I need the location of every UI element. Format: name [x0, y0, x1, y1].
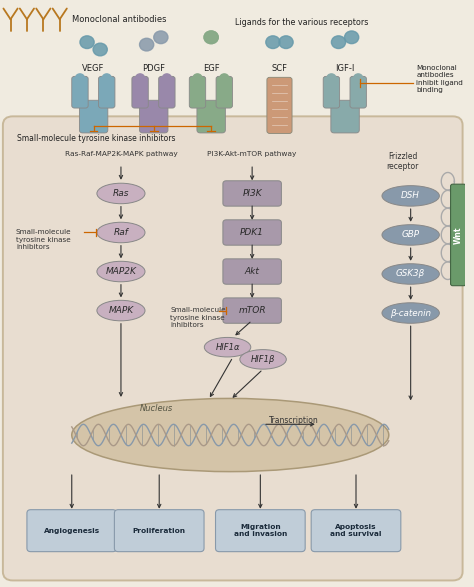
Text: HIF1α: HIF1α — [215, 343, 240, 352]
FancyBboxPatch shape — [99, 76, 115, 108]
FancyBboxPatch shape — [223, 298, 282, 323]
Text: HIF1β: HIF1β — [251, 355, 275, 364]
Ellipse shape — [240, 350, 286, 369]
Circle shape — [154, 31, 168, 43]
Ellipse shape — [382, 185, 439, 206]
Ellipse shape — [97, 301, 145, 321]
Ellipse shape — [382, 303, 439, 323]
Circle shape — [220, 74, 228, 82]
Circle shape — [136, 74, 145, 82]
Ellipse shape — [382, 225, 439, 245]
Circle shape — [93, 43, 107, 56]
Ellipse shape — [97, 261, 145, 282]
FancyBboxPatch shape — [114, 510, 204, 552]
Circle shape — [331, 36, 346, 49]
FancyBboxPatch shape — [311, 510, 401, 552]
Text: Transcription: Transcription — [269, 416, 319, 425]
Text: Migration
and invasion: Migration and invasion — [234, 524, 287, 537]
Text: MAP2K: MAP2K — [106, 267, 137, 276]
Circle shape — [75, 74, 84, 82]
Text: Ligands for the various receptors: Ligands for the various receptors — [235, 18, 368, 27]
Text: PI3K: PI3K — [242, 189, 262, 198]
FancyBboxPatch shape — [80, 100, 108, 133]
Text: GSK3β: GSK3β — [396, 269, 425, 278]
Text: Proliferation: Proliferation — [133, 528, 186, 534]
Text: VEGF: VEGF — [82, 63, 105, 73]
Text: Apoptosis
and survival: Apoptosis and survival — [330, 524, 382, 537]
Text: β-catenin: β-catenin — [390, 309, 431, 318]
FancyBboxPatch shape — [139, 100, 168, 133]
Circle shape — [266, 36, 280, 49]
FancyBboxPatch shape — [189, 76, 206, 108]
Text: Angiogenesis: Angiogenesis — [44, 528, 100, 534]
Circle shape — [327, 74, 336, 82]
Text: PDK1: PDK1 — [240, 228, 264, 237]
Circle shape — [193, 74, 202, 82]
FancyBboxPatch shape — [159, 76, 175, 108]
FancyBboxPatch shape — [3, 116, 463, 581]
Text: GBP: GBP — [401, 231, 419, 239]
Text: mTOR: mTOR — [238, 306, 266, 315]
FancyBboxPatch shape — [197, 100, 225, 133]
Circle shape — [345, 31, 359, 43]
FancyBboxPatch shape — [223, 181, 282, 206]
Text: EGF: EGF — [203, 63, 219, 73]
Circle shape — [139, 38, 154, 51]
FancyBboxPatch shape — [72, 76, 88, 108]
FancyBboxPatch shape — [267, 77, 292, 133]
Ellipse shape — [97, 222, 145, 243]
FancyBboxPatch shape — [451, 184, 466, 286]
Circle shape — [102, 74, 111, 82]
FancyBboxPatch shape — [323, 76, 339, 108]
Text: PDGF: PDGF — [142, 63, 165, 73]
Ellipse shape — [204, 338, 251, 357]
Text: DSH: DSH — [401, 191, 420, 200]
Circle shape — [354, 74, 363, 82]
Text: Ras: Ras — [113, 189, 129, 198]
FancyBboxPatch shape — [216, 510, 305, 552]
FancyBboxPatch shape — [223, 259, 282, 284]
Text: Small-molecule tyrosine kinase inhibitors: Small-molecule tyrosine kinase inhibitor… — [17, 134, 175, 143]
Text: Nucleus: Nucleus — [140, 404, 173, 413]
Text: SCF: SCF — [272, 63, 287, 73]
Text: Ras-Raf-MAP2K-MAPK pathway: Ras-Raf-MAP2K-MAPK pathway — [64, 151, 177, 157]
Circle shape — [163, 74, 171, 82]
Circle shape — [279, 36, 293, 49]
Text: Monoclonal antibodies: Monoclonal antibodies — [72, 15, 166, 23]
FancyBboxPatch shape — [331, 100, 359, 133]
Text: IGF-I: IGF-I — [336, 63, 355, 73]
Text: Wnt: Wnt — [454, 226, 463, 244]
FancyBboxPatch shape — [216, 76, 232, 108]
Ellipse shape — [72, 399, 389, 471]
Text: PI3K-Akt-mTOR pathway: PI3K-Akt-mTOR pathway — [208, 151, 297, 157]
Text: Frizzled
receptor: Frizzled receptor — [386, 152, 419, 171]
Circle shape — [204, 31, 218, 43]
Text: Akt: Akt — [245, 267, 260, 276]
Text: Small-molecule
tyrosine kinase
inhibitors: Small-molecule tyrosine kinase inhibitor… — [16, 230, 72, 250]
FancyBboxPatch shape — [132, 76, 148, 108]
Ellipse shape — [97, 183, 145, 204]
Text: MAPK: MAPK — [109, 306, 134, 315]
FancyBboxPatch shape — [27, 510, 117, 552]
Text: Monoclonal
antibodies
inhibit ligand
binding: Monoclonal antibodies inhibit ligand bin… — [416, 65, 463, 93]
Text: Small-molecule
tyrosine kinase
inhibitors: Small-molecule tyrosine kinase inhibitor… — [170, 308, 226, 328]
FancyBboxPatch shape — [223, 220, 282, 245]
Circle shape — [204, 31, 218, 43]
Circle shape — [80, 36, 94, 49]
Text: Raf: Raf — [113, 228, 128, 237]
Ellipse shape — [382, 264, 439, 284]
FancyBboxPatch shape — [350, 76, 366, 108]
